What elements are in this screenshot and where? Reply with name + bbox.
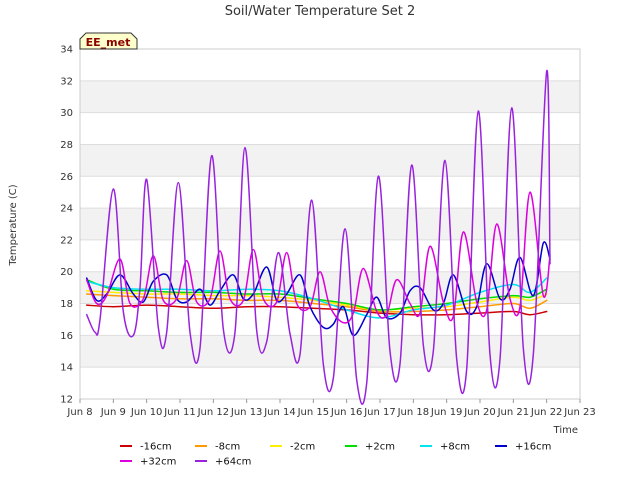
station-badge: EE_met xyxy=(79,32,138,50)
y-tick-label: 26 xyxy=(60,172,73,183)
legend-label: +32cm xyxy=(140,457,176,468)
x-tick-label: Jun 14 xyxy=(263,407,296,418)
x-tick-label: Jun 21 xyxy=(497,407,530,418)
y-tick-label: 14 xyxy=(60,363,73,374)
series-line-16cm xyxy=(85,304,548,316)
x-tick-label: Jun 8 xyxy=(66,407,92,418)
plot-frame xyxy=(79,48,581,400)
y-tick-label: 20 xyxy=(60,267,73,278)
series-line-16cm xyxy=(85,241,551,337)
x-tick-label: Jun 19 xyxy=(430,407,463,418)
legend-label: +64cm xyxy=(215,457,251,468)
series-line-2cm xyxy=(85,290,548,311)
y-axis-label: Temperature (C) xyxy=(8,184,19,266)
x-tick-label: Jun 18 xyxy=(397,407,430,418)
y-tick-label: 24 xyxy=(60,204,73,215)
x-tick-label: Jun 20 xyxy=(463,407,496,418)
legend-label: +2cm xyxy=(365,442,395,453)
grid-band xyxy=(80,144,580,177)
x-axis-ticks: Jun 8 Jun 9 Jun 10 Jun 11 Jun 12 Jun 13 Jun 14… xyxy=(66,399,596,418)
station-badge-box xyxy=(79,32,138,50)
legend-label: -8cm xyxy=(215,442,240,453)
y-tick-label: 18 xyxy=(60,299,73,310)
x-axis-label: Time xyxy=(553,425,578,436)
x-tick-label: Jun 22 xyxy=(530,407,563,418)
chart-title: Soil/Water Temperature Set 2 xyxy=(225,4,416,19)
x-tick-label: Jun 13 xyxy=(230,407,263,418)
series-line-2cm xyxy=(85,278,548,311)
y-tick-label: 16 xyxy=(60,331,73,342)
x-tick-label: Jun 16 xyxy=(330,407,363,418)
x-tick-label: Jun 23 xyxy=(563,407,596,418)
x-tick-label: Jun 17 xyxy=(363,407,396,418)
x-tick-label: Jun 10 xyxy=(130,407,163,418)
y-tick-label: 34 xyxy=(60,45,73,56)
legend-label: +16cm xyxy=(515,442,551,453)
grid-band xyxy=(80,80,580,113)
series-layer xyxy=(85,69,551,405)
x-tick-label: Jun 11 xyxy=(163,407,196,418)
y-tick-label: 12 xyxy=(60,395,73,406)
legend-label: +8cm xyxy=(440,442,470,453)
y-tick-label: 28 xyxy=(60,140,73,151)
y-tick-label: 22 xyxy=(60,235,73,246)
legend: -16cm -8cm -2cm +2cm +8cm +16cm +32cm +64cm xyxy=(120,442,551,468)
station-badge-text: EE_met xyxy=(86,36,131,49)
grid-band xyxy=(80,335,580,368)
series-line-64cm xyxy=(85,69,551,405)
legend-label: -2cm xyxy=(290,442,315,453)
y-tick-label: 30 xyxy=(60,108,73,119)
series-line-8cm xyxy=(85,277,548,319)
y-axis-ticks: 12 14 16 18 20 22 24 26 28 30 32 34 xyxy=(60,45,73,406)
x-tick-label: Jun 9 xyxy=(100,407,126,418)
legend-label: -16cm xyxy=(140,442,172,453)
x-tick-label: Jun 12 xyxy=(197,407,230,418)
x-tick-label: Jun 15 xyxy=(297,407,330,418)
y-tick-label: 32 xyxy=(60,76,73,87)
series-line-32cm xyxy=(85,191,551,324)
